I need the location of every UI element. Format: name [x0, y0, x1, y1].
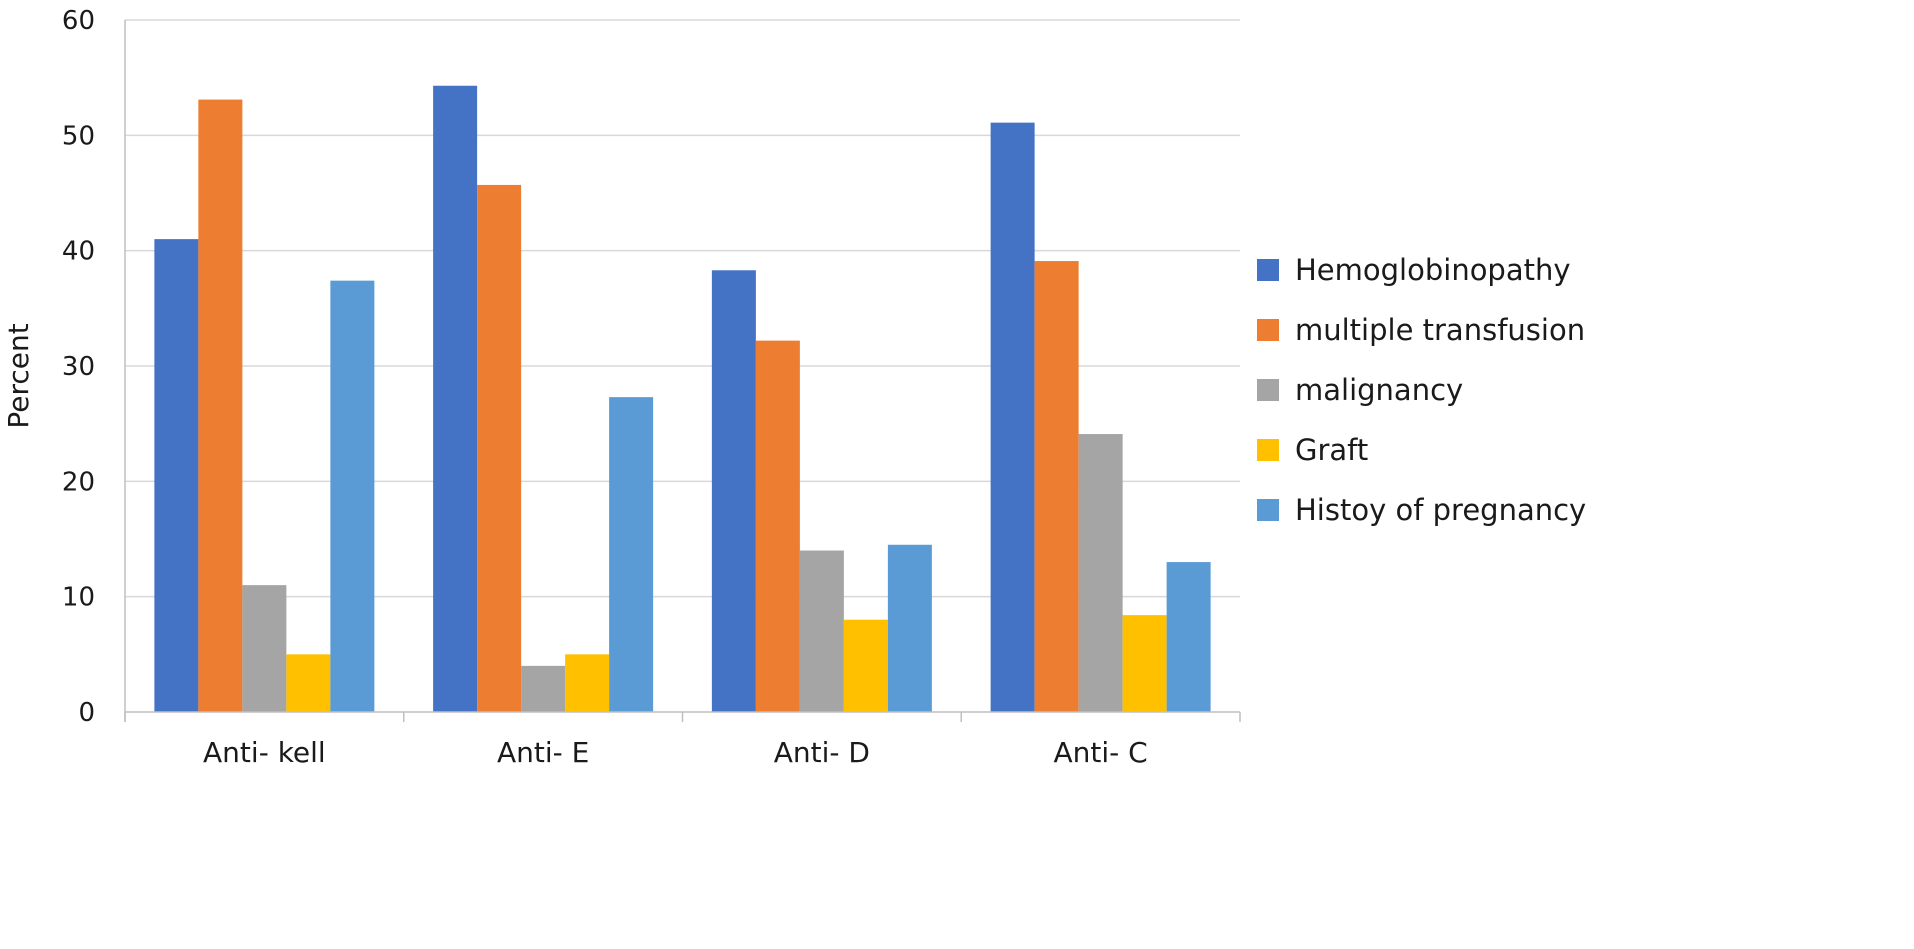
axes: 0 10 20 30 40 50 60 Anti- kell Anti- E Anti- D Ant… [62, 6, 1241, 769]
bar [799, 550, 844, 712]
y-tick-label: 30 [62, 352, 95, 382]
x-tick-label: Anti- kell [203, 736, 326, 769]
y-axis-title: Percent [2, 323, 35, 428]
legend-swatch [1257, 439, 1279, 461]
bar [565, 654, 610, 712]
bar [521, 665, 566, 712]
x-tick-label: Anti- C [1054, 736, 1148, 769]
bar [711, 270, 756, 712]
y-tick-label: 50 [62, 121, 95, 151]
legend-label: multiple transfusion [1295, 313, 1585, 347]
bar [887, 544, 932, 712]
bar [755, 340, 800, 712]
bar [330, 280, 375, 712]
bar [154, 239, 199, 712]
y-tick-label: 60 [62, 6, 95, 36]
bar [843, 619, 888, 712]
x-tick-label: Anti- E [497, 736, 589, 769]
legend-swatch [1257, 259, 1279, 281]
bar [242, 585, 287, 712]
y-tick-label: 40 [62, 237, 95, 267]
bar [286, 654, 331, 712]
legend-swatch [1257, 379, 1279, 401]
bar [1122, 615, 1167, 712]
bar [433, 85, 478, 713]
legend-swatch [1257, 499, 1279, 521]
y-tick-label: 20 [62, 467, 95, 497]
bar [198, 99, 243, 712]
bar [1166, 562, 1211, 712]
legend-label: malignancy [1295, 373, 1463, 407]
y-tick-label: 10 [62, 583, 95, 613]
legend: Hemoglobinopathy multiple transfusion mali… [1257, 253, 1586, 527]
bar [477, 184, 522, 713]
bar [1078, 434, 1123, 712]
legend-swatch [1257, 319, 1279, 341]
bars [154, 85, 1211, 713]
legend-label: Hemoglobinopathy [1295, 253, 1571, 287]
y-tick-label: 0 [78, 698, 95, 728]
bar [609, 397, 654, 712]
legend-label: Histoy of pregnancy [1295, 493, 1586, 527]
legend-label: Graft [1295, 433, 1368, 467]
x-tick-label: Anti- D [774, 736, 870, 769]
bar [1034, 261, 1079, 712]
bar [990, 122, 1035, 712]
